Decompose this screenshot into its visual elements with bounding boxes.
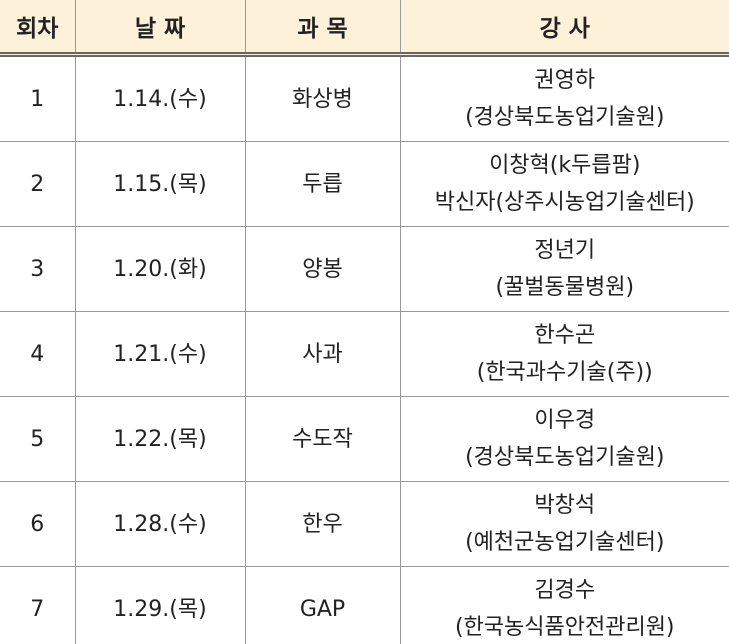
cell: 2	[0, 141, 76, 227]
cell: 두릅	[245, 141, 401, 227]
header-cell: 과 목	[245, 0, 401, 57]
speaker-org: 박신자(상주시농업기술센터)	[434, 190, 695, 215]
speaker-cell: 박창석 (예천군농업기술센터)	[400, 481, 729, 567]
cell: 5	[0, 396, 76, 482]
speaker-name: 권영하	[534, 68, 596, 93]
table-row: 2 1.15.(목) 두릅 이창혁(k두릅팜) 박신자(상주시농업기술센터)	[0, 141, 729, 227]
cell: 화상병	[245, 54, 401, 142]
speaker-cell: 이창혁(k두릅팜) 박신자(상주시농업기술센터)	[400, 141, 729, 227]
speaker-cell: 정년기 (꿀벌동물병원)	[400, 226, 729, 312]
cell: 1	[0, 54, 76, 142]
speaker-org: (꿀벌동물병원)	[495, 275, 635, 300]
speaker-cell: 이우경 (경상북도농업기술원)	[400, 396, 729, 482]
cell: 양봉	[245, 226, 401, 312]
cell: 7	[0, 566, 76, 644]
cell: 4	[0, 311, 76, 397]
cell: 1.28.(수)	[75, 481, 246, 567]
speaker-cell: 권영하 (경상북도농업기술원)	[400, 54, 729, 142]
table-row: 6 1.28.(수) 한우 박창석 (예천군농업기술센터)	[0, 481, 729, 567]
table-row: 7 1.29.(목) GAP 김경수 (한국농식품안전관리원)	[0, 566, 729, 644]
speaker-org: (예천군농업기술센터)	[465, 530, 665, 555]
cell: 한우	[245, 481, 401, 567]
cell: 1.29.(목)	[75, 566, 246, 644]
cell: GAP	[245, 566, 401, 644]
header-cell: 강 사	[400, 0, 729, 57]
header-cell: 날 짜	[75, 0, 246, 57]
table-row: 3 1.20.(화) 양봉 정년기 (꿀벌동물병원)	[0, 226, 729, 312]
cell: 6	[0, 481, 76, 567]
cell: 1.20.(화)	[75, 226, 246, 312]
speaker-name: 정년기	[534, 238, 596, 263]
speaker-cell: 김경수 (한국농식품안전관리원)	[400, 566, 729, 644]
cell: 수도작	[245, 396, 401, 482]
speaker-name: 한수곤	[534, 323, 596, 348]
speaker-name: 김경수	[534, 578, 596, 603]
cell: 1.21.(수)	[75, 311, 246, 397]
speaker-org: (한국농식품안전관리원)	[454, 615, 675, 640]
cell: 1.15.(목)	[75, 141, 246, 227]
speaker-org: (경상북도농업기술원)	[465, 105, 665, 130]
cell: 3	[0, 226, 76, 312]
cell: 사과	[245, 311, 401, 397]
cell: 1.14.(수)	[75, 54, 246, 142]
header-cell: 회차	[0, 0, 76, 57]
speaker-org: (경상북도농업기술원)	[465, 445, 665, 470]
table-row: 4 1.21.(수) 사과 한수곤 (한국과수기술(주))	[0, 311, 729, 397]
speaker-cell: 한수곤 (한국과수기술(주))	[400, 311, 729, 397]
speaker-name: 이우경	[534, 408, 596, 433]
table-row: 1 1.14.(수) 화상병 권영하 (경상북도농업기술원)	[0, 54, 729, 142]
speaker-name: 박창석	[534, 493, 596, 518]
cell: 1.22.(목)	[75, 396, 246, 482]
table-row: 5 1.22.(목) 수도작 이우경 (경상북도농업기술원)	[0, 396, 729, 482]
speaker-name: 이창혁(k두릅팜)	[489, 153, 641, 178]
speaker-org: (한국과수기술(주))	[476, 360, 653, 385]
